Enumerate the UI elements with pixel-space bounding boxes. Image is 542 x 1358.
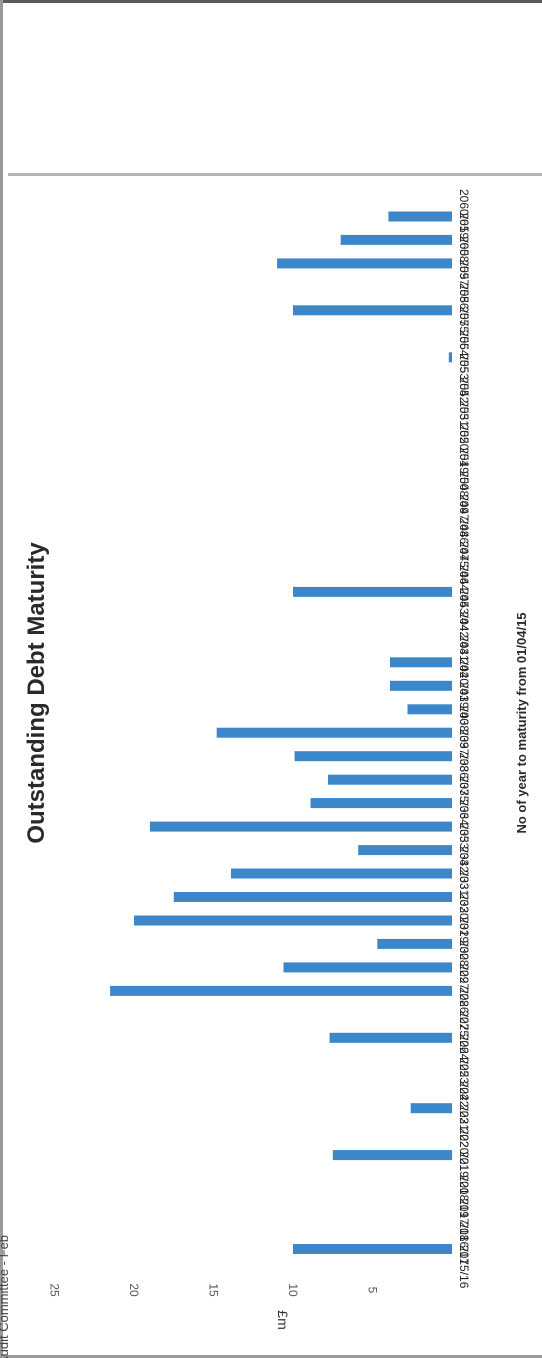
bar-2057-58 — [277, 258, 452, 269]
category-label: 2054/55 — [457, 330, 471, 374]
bar-2035-36 — [328, 774, 452, 785]
bar-2028-29 — [377, 938, 452, 949]
header-fragment: Audit Committee - Feb — [0, 1235, 11, 1358]
left-border — [0, 0, 3, 1358]
bar-2031-32 — [231, 868, 452, 879]
bar-2059-60 — [388, 211, 452, 222]
category-labels: 2015/162016/172017/182018/192019/202020/… — [457, 189, 471, 1289]
bar-2037-38 — [216, 727, 452, 738]
bar-2032-33 — [358, 845, 452, 856]
category-label: 2033/34 — [457, 823, 471, 867]
bar-2053-54 — [448, 352, 452, 363]
bar-2015-16 — [293, 1244, 452, 1254]
category-label: 2050/51 — [457, 424, 471, 468]
bar-2024-25 — [329, 1032, 452, 1043]
category-label: 2018/19 — [457, 1175, 471, 1219]
category-label: 2020/21 — [457, 1128, 471, 1172]
bar-2036-37 — [294, 751, 452, 762]
category-label: 2055/56 — [457, 306, 471, 350]
value-tick-labels: 5 10 15 20 25 — [48, 1283, 380, 1297]
category-label: 2017/18 — [457, 1198, 471, 1242]
category-label: 2016/17 — [457, 1222, 471, 1266]
bar-2034-35 — [310, 798, 452, 809]
category-label: 2026/27 — [457, 987, 471, 1031]
category-label: 2015/16 — [457, 1245, 471, 1289]
category-label: 2043/44 — [457, 588, 471, 632]
category-label: 2042/43 — [457, 611, 471, 655]
category-label: 2024/25 — [457, 1034, 471, 1078]
top-border — [0, 0, 542, 3]
category-label: 2041/42 — [457, 635, 471, 679]
category-label: 2037/38 — [457, 729, 471, 773]
value-tick-label: 20 — [127, 1283, 141, 1297]
bar-2027-28 — [283, 962, 452, 973]
category-label: 2046/47 — [457, 518, 471, 562]
category-label: 2032/33 — [457, 846, 471, 890]
bar-2040-41 — [390, 657, 452, 668]
value-tick-label: 10 — [286, 1283, 300, 1297]
category-label: 2039/40 — [457, 682, 471, 726]
x-axis-label: No of year to maturity from 01/04/15 — [514, 612, 529, 833]
category-label: 2029/30 — [457, 917, 471, 961]
bar-2026-27 — [110, 985, 452, 996]
category-label: 2027/28 — [457, 963, 471, 1007]
category-label: 2031/32 — [457, 870, 471, 914]
category-label: 2021/22 — [457, 1104, 471, 1148]
category-label: 2030/31 — [457, 893, 471, 937]
chart-title: Outstanding Debt Maturity — [23, 542, 50, 844]
category-label: 2040/41 — [457, 658, 471, 702]
category-label: 2049/50 — [457, 447, 471, 491]
bar-2043-44 — [293, 586, 452, 597]
category-label: 2047/48 — [457, 494, 471, 538]
bar-2055-56 — [293, 305, 452, 316]
category-label: 2022/23 — [457, 1081, 471, 1125]
bar-2029-30 — [134, 915, 452, 926]
bar-2021-22 — [410, 1103, 452, 1114]
bottom-border — [0, 1355, 542, 1358]
category-label: 2019/20 — [457, 1151, 471, 1195]
chart-panel-border — [8, 173, 542, 176]
category-label: 2023/24 — [457, 1057, 471, 1101]
category-label: 2045/46 — [457, 541, 471, 585]
value-tick-label: 25 — [48, 1283, 62, 1297]
category-label: 2025/26 — [457, 1010, 471, 1054]
category-label: 2060/61 — [457, 189, 471, 233]
bar-2030-31 — [173, 892, 453, 902]
category-label: 2053/54 — [457, 353, 471, 397]
category-label: 2052/53 — [457, 377, 471, 421]
category-label: 2057/58 — [457, 259, 471, 303]
category-label: 2056/57 — [457, 283, 471, 327]
bar-2019-20 — [332, 1150, 453, 1161]
value-tick-label: 5 — [366, 1287, 380, 1294]
category-label: 2036/37 — [457, 752, 471, 796]
category-label: 2048/49 — [457, 471, 471, 515]
y-axis-label: £m — [275, 1310, 291, 1329]
bar-2039-40 — [390, 680, 452, 691]
bar-series — [110, 211, 453, 1254]
category-label: 2038/39 — [457, 705, 471, 749]
category-label: 2028/29 — [457, 940, 471, 984]
category-label: 2059/60 — [457, 213, 471, 257]
category-label: 2044/45 — [457, 565, 471, 609]
bar-2038-39 — [407, 704, 452, 715]
bar-2058-59 — [340, 234, 452, 245]
category-label: 2035/36 — [457, 776, 471, 820]
category-label: 2034/35 — [457, 799, 471, 843]
category-label: 2051/52 — [457, 400, 471, 444]
value-tick-label: 15 — [207, 1283, 221, 1297]
category-label: 2058/59 — [457, 236, 471, 280]
bar-2033-34 — [149, 821, 452, 832]
